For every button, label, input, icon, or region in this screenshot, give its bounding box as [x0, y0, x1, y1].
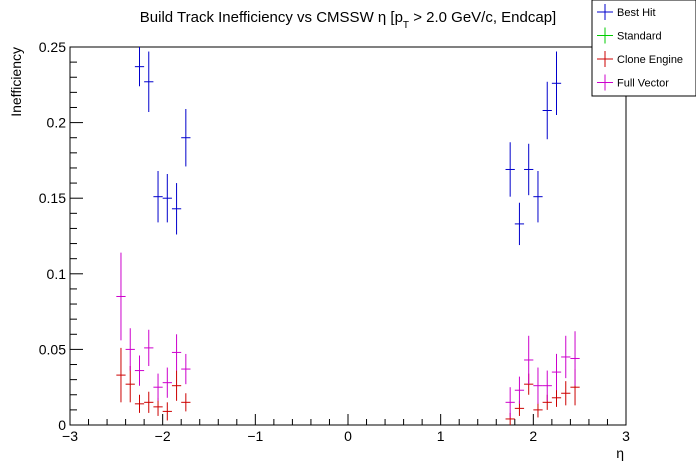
- data-point: [116, 347, 126, 403]
- chart-title-main: Build Track Inefficiency vs CMSSW η [p: [140, 9, 403, 26]
- data-point: [125, 366, 135, 403]
- y-tick-label: 0.25: [39, 39, 66, 55]
- series-best-hit: [134, 47, 562, 246]
- y-tick-label: 0: [58, 417, 66, 433]
- data-point: [551, 388, 562, 407]
- chart-title-subscript: T: [403, 20, 409, 31]
- data-point: [181, 108, 191, 167]
- data-point: [125, 328, 135, 371]
- data-point: [551, 51, 562, 116]
- data-point: [551, 353, 562, 391]
- x-tick-label: 1: [437, 428, 445, 444]
- data-point: [505, 142, 515, 197]
- x-tick-label: −2: [155, 428, 171, 444]
- data-point: [561, 381, 571, 406]
- x-axis-title: η: [616, 445, 624, 461]
- data-point: [116, 252, 126, 341]
- legend-entry: Standard: [597, 27, 662, 44]
- legend-label: Full Vector: [617, 78, 669, 90]
- series-full-vector: [116, 252, 580, 418]
- data-point: [171, 183, 182, 235]
- data-point: [144, 329, 154, 367]
- data-point: [561, 335, 571, 379]
- data-point: [153, 373, 163, 401]
- y-tick-label: 0.2: [47, 115, 67, 131]
- chart-title: Build Track Inefficiency vs CMSSW η [pT …: [140, 9, 556, 31]
- legend-entry: Clone Engine: [597, 51, 683, 67]
- data-point: [144, 391, 154, 413]
- data-point: [542, 370, 552, 401]
- data-point: [524, 335, 534, 385]
- data-point: [533, 170, 543, 223]
- data-point: [134, 394, 145, 413]
- data-point: [524, 143, 534, 196]
- legend-entry: Full Vector: [597, 74, 669, 91]
- data-point: [171, 334, 182, 371]
- data-point: [162, 367, 172, 398]
- legend-label: Standard: [617, 31, 662, 43]
- x-tick-label: 3: [622, 428, 630, 444]
- legend-label: Clone Engine: [617, 54, 683, 66]
- data-point: [542, 81, 552, 140]
- data-point: [570, 331, 580, 386]
- data-point: [505, 387, 515, 418]
- y-tick-label: 0.1: [47, 266, 67, 282]
- legend-entry: Best Hit: [597, 4, 656, 20]
- data-point: [514, 202, 525, 246]
- y-axis-title: Inefficiency: [8, 47, 24, 117]
- legend: Best Hit Standard Clone Engine Full Vector: [591, 0, 696, 97]
- axis-tick-labels: −3 −2 −1 0 1 2 3 0 0.05 0.1 0.15 0.2 0.25: [39, 39, 630, 444]
- plot-frame: [69, 46, 627, 426]
- data-point: [153, 170, 163, 223]
- x-tick-label: −3: [62, 428, 78, 444]
- x-tick-label: −1: [247, 428, 263, 444]
- data-point: [533, 402, 543, 418]
- chart-title-rest: > 2.0 GeV/c, Endcap]: [409, 9, 556, 26]
- data-point: [134, 355, 145, 386]
- data-point: [134, 47, 145, 87]
- legend-box: [591, 0, 696, 97]
- data-point: [514, 376, 525, 404]
- y-tick-label: 0.15: [39, 190, 66, 206]
- data-series-layer: [116, 47, 580, 425]
- data-point: [171, 370, 182, 401]
- axis-ticks: [69, 46, 627, 426]
- x-tick-label: 0: [344, 428, 352, 444]
- y-tick-label: 0.05: [39, 341, 66, 357]
- data-point: [533, 367, 543, 404]
- x-tick-label: 2: [529, 428, 537, 444]
- data-point: [162, 402, 172, 421]
- data-point: [181, 353, 191, 385]
- data-point: [144, 51, 154, 113]
- data-point: [162, 174, 172, 223]
- data-point: [181, 393, 191, 412]
- legend-label: Best Hit: [617, 7, 656, 19]
